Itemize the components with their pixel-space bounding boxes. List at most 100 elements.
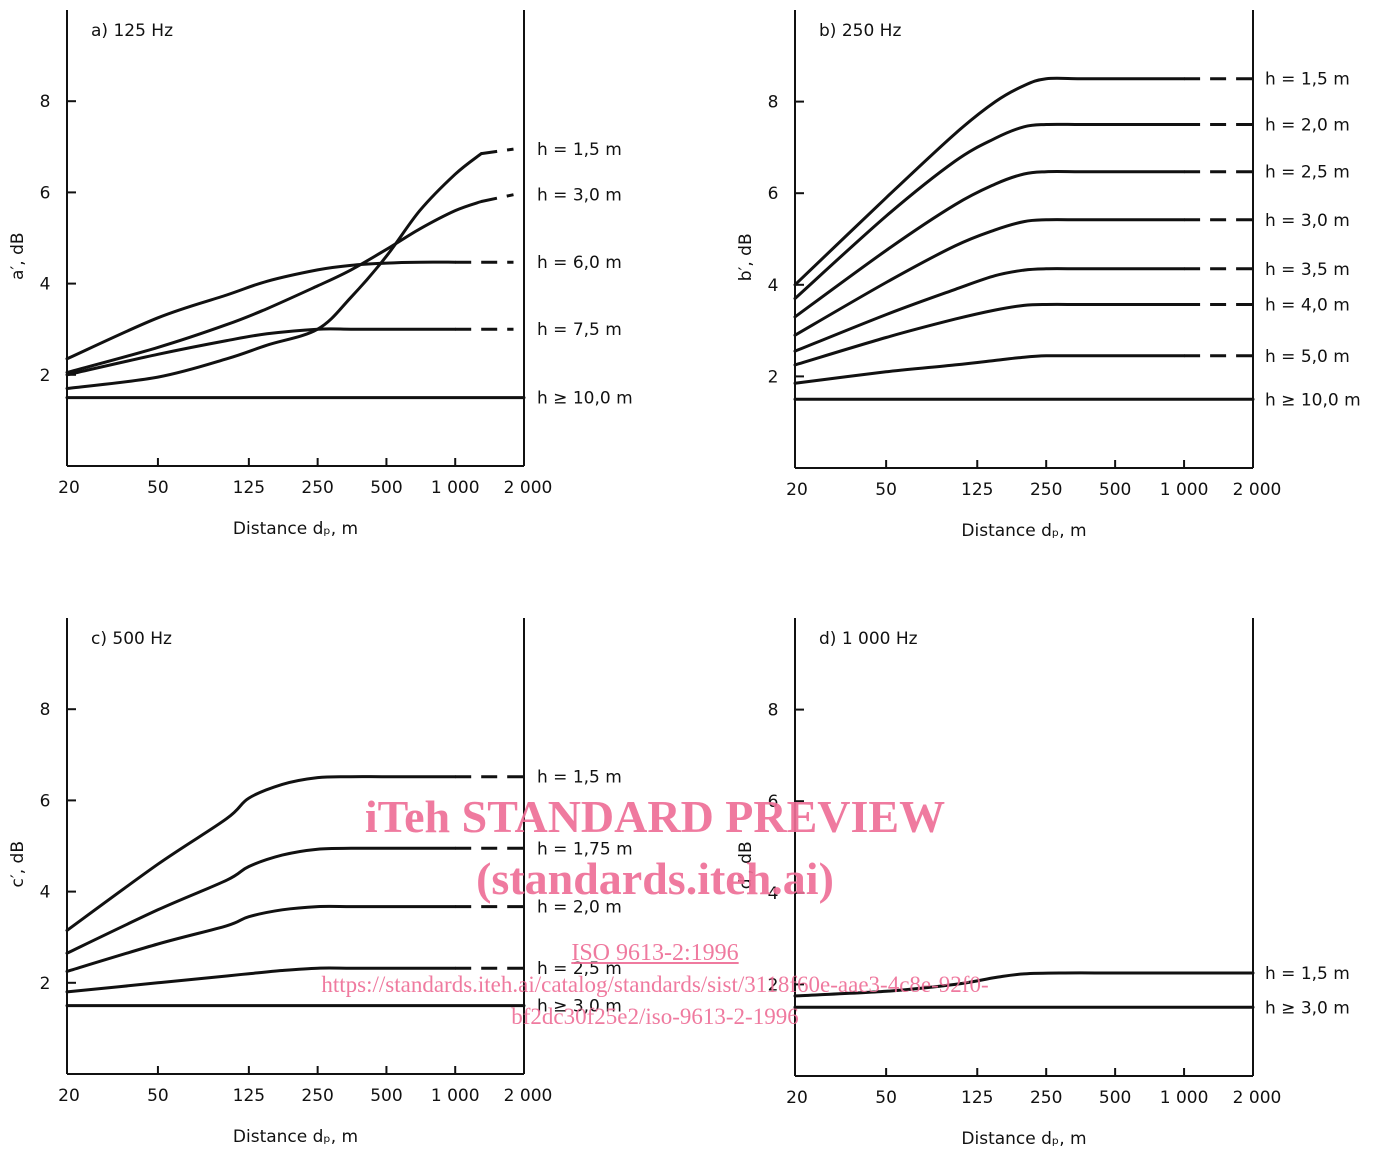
series-label: h ≥ 3,0 m (537, 997, 622, 1017)
series-label: h ≥ 10,0 m (1265, 390, 1361, 410)
x-tick-label: 125 (233, 1086, 265, 1106)
series-label: h ≥ 10,0 m (537, 389, 633, 409)
y-tick-label: 2 (40, 366, 51, 386)
series-label: h = 6,0 m (537, 253, 622, 273)
x-tick-label: 125 (233, 478, 265, 498)
y-tick-label: 4 (768, 884, 779, 904)
y-tick-label: 2 (40, 974, 51, 994)
series-label: h = 5,0 m (1265, 347, 1350, 367)
x-tick-label: 250 (1030, 480, 1062, 500)
y-tick-label: 4 (40, 883, 51, 903)
y-tick-label: 8 (40, 92, 51, 112)
y-tick-label: 6 (768, 792, 779, 812)
panel-title: d) 1 000 Hz (819, 629, 918, 649)
series-label: h = 1,5 m (537, 768, 622, 788)
x-tick-label: 1 000 (431, 478, 480, 498)
x-axis-label: Distance dₚ, m (233, 519, 358, 539)
x-tick-label: 20 (786, 480, 808, 500)
y-tick-label: 2 (768, 975, 779, 995)
x-tick-label: 500 (1099, 1088, 1131, 1108)
x-tick-label: 20 (58, 478, 80, 498)
series-label: h = 2,5 m (1265, 163, 1350, 183)
panel-a: a) 125 Hz 2 4 6 8 a′, dB 20 50 125 250 500 1 000 2 0… (8, 10, 633, 539)
x-tick-label: 500 (370, 478, 402, 498)
series-extrapolation-1 (480, 193, 514, 203)
y-axis-label: b′, dB (736, 233, 756, 281)
series-line-2 (793, 170, 1186, 319)
x-tick-label: 20 (58, 1086, 80, 1106)
x-tick-label: 500 (1099, 480, 1131, 500)
x-tick-label: 2 000 (504, 1086, 553, 1106)
series-line-3 (65, 327, 457, 377)
panel-title: c) 500 Hz (91, 629, 172, 649)
x-tick-label: 2 000 (504, 478, 553, 498)
series-line-1 (65, 846, 457, 955)
x-tick-label: 2 000 (1233, 480, 1282, 500)
y-tick-label: 8 (768, 93, 779, 113)
x-tick-label: 250 (1030, 1088, 1062, 1108)
series-label: h = 1,5 m (1265, 964, 1350, 984)
panel-title: b) 250 Hz (819, 21, 901, 41)
x-tick-label: 1 000 (1160, 1088, 1209, 1108)
panel-title: a) 125 Hz (91, 21, 173, 41)
x-tick-label: 125 (961, 480, 993, 500)
panel-d: d) 1 000 Hz 2 4 6 8 d′, dB 20 50 125 250 500 1 000 2… (736, 618, 1350, 1149)
series-line-3 (793, 218, 1186, 337)
y-axis-label: d′, dB (736, 841, 756, 889)
x-tick-label: 2 000 (1233, 1088, 1282, 1108)
series-label: h = 2,5 m (537, 959, 622, 979)
series-line-5 (793, 302, 1186, 367)
series-line-1 (793, 122, 1186, 300)
x-axis-label: Distance dₚ, m (961, 521, 1086, 541)
x-tick-label: 1 000 (1160, 480, 1209, 500)
x-tick-label: 250 (301, 478, 333, 498)
x-tick-label: 125 (961, 1088, 993, 1108)
y-tick-label: 2 (768, 367, 779, 387)
panel-c: c) 500 Hz 2 4 6 8 c′, dB 20 50 125 250 500 1 000 2 0… (8, 618, 633, 1147)
series-extrapolation-0 (481, 147, 514, 156)
y-tick-label: 8 (40, 700, 51, 720)
y-tick-label: 6 (40, 183, 51, 203)
series-line-0 (793, 76, 1186, 287)
x-tick-label: 250 (301, 1086, 333, 1106)
y-axis-label: c′, dB (8, 841, 28, 887)
x-tick-label: 1 000 (431, 1086, 480, 1106)
series-line-0 (65, 775, 457, 932)
x-tick-label: 500 (370, 1086, 402, 1106)
y-axis-label: a′, dB (8, 232, 28, 280)
y-tick-label: 8 (768, 701, 779, 721)
series-line-2 (65, 904, 457, 973)
series-line-1 (65, 200, 483, 374)
series-label: h = 3,0 m (537, 186, 622, 206)
series-line-2 (65, 260, 457, 361)
y-tick-label: 6 (768, 184, 779, 204)
x-axis-label: Distance dₚ, m (961, 1129, 1086, 1149)
x-tick-label: 50 (875, 480, 897, 500)
x-tick-label: 50 (875, 1088, 897, 1108)
series-label: h = 7,5 m (537, 320, 622, 340)
series-line-0 (65, 152, 483, 390)
series-label: h = 3,5 m (1265, 260, 1350, 280)
series-label: h = 1,75 m (537, 839, 633, 859)
series-line-4 (793, 267, 1186, 353)
series-label: h = 2,0 m (537, 898, 622, 918)
x-tick-label: 50 (147, 1086, 169, 1106)
x-axis-label: Distance dₚ, m (233, 1127, 358, 1147)
series-label: h ≥ 3,0 m (1265, 998, 1350, 1018)
y-tick-label: 4 (768, 276, 779, 296)
series-label: h = 4,0 m (1265, 295, 1350, 315)
series-line-6 (793, 354, 1186, 385)
series-line-0 (793, 971, 1255, 998)
series-label: h = 2,0 m (1265, 116, 1350, 136)
y-tick-label: 4 (40, 275, 51, 295)
x-tick-label: 20 (786, 1088, 808, 1108)
series-line-3 (65, 966, 457, 994)
series-label: h = 1,5 m (537, 140, 622, 160)
y-tick-label: 6 (40, 791, 51, 811)
x-tick-label: 50 (147, 478, 169, 498)
panel-b: b) 250 Hz 2 4 6 8 b′, dB 20 50 125 250 500 1 000 2 0… (736, 10, 1361, 541)
series-label: h = 3,0 m (1265, 211, 1350, 231)
series-label: h = 1,5 m (1265, 70, 1350, 90)
